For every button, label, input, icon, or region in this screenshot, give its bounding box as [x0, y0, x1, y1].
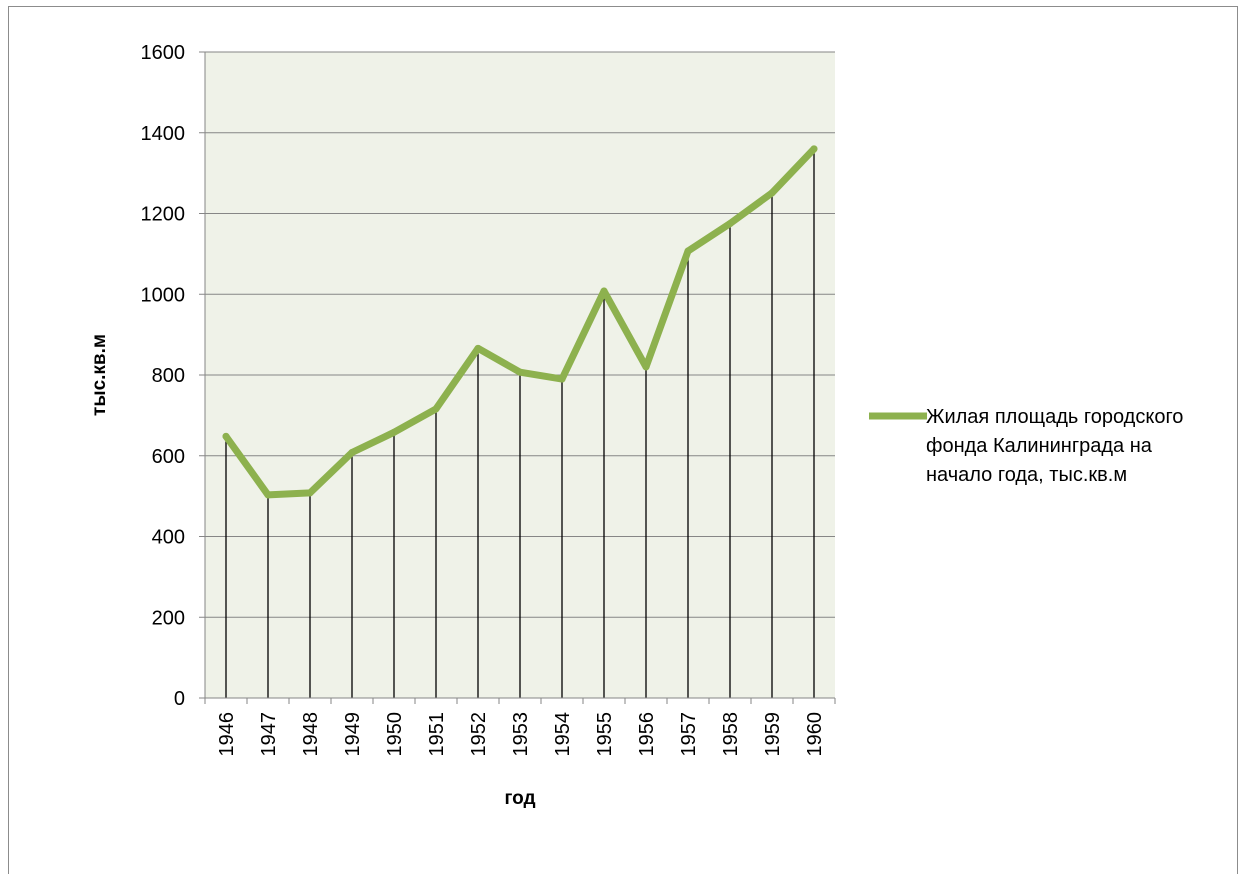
y-tick-label: 1000 [141, 284, 186, 306]
x-tick-label: 1958 [720, 712, 742, 757]
x-tick-label: 1952 [468, 712, 490, 757]
y-tick-label: 400 [152, 527, 185, 549]
data-point-1946 [222, 432, 230, 440]
data-point-1959 [768, 189, 776, 197]
data-point-1956 [642, 363, 650, 371]
x-tick-label: 1953 [510, 712, 532, 757]
x-tick-label: 1960 [804, 712, 826, 757]
x-tick-label: 1956 [636, 712, 658, 757]
y-tick-label: 1600 [141, 42, 186, 64]
x-axis-title: год [504, 788, 535, 809]
x-tick-label: 1951 [426, 712, 448, 757]
data-point-1952 [474, 344, 482, 352]
y-axis-title: тыс.кв.м [89, 334, 110, 416]
data-point-1947 [264, 491, 272, 499]
y-tick-label: 1200 [141, 204, 186, 226]
data-point-1960 [810, 145, 818, 153]
x-tick-label: 1957 [678, 712, 700, 757]
chart-frame: 0 200 400 600 800 1000 1200 1400 1600 1946 1947 19… [8, 6, 1238, 874]
y-axis-ticks: 0 200 400 600 800 1000 1200 1400 1600 [141, 42, 205, 710]
series-layer [222, 145, 818, 499]
x-tick-label: 1948 [300, 712, 322, 757]
x-tick-label: 1955 [594, 712, 616, 757]
x-tick-label: 1959 [762, 712, 784, 757]
x-tick-label: 1947 [258, 712, 280, 757]
y-tick-label: 1400 [141, 123, 186, 145]
drop-lines [225, 148, 815, 698]
x-tick-label: 1946 [216, 712, 238, 757]
legend-label-line-1: Жилая площадь городского [926, 406, 1183, 428]
x-tick-label: 1949 [342, 712, 364, 757]
legend: Жилая площадь городского фонда Калинингр… [869, 406, 1183, 486]
data-point-1957 [684, 247, 692, 255]
legend-label-line-2: фонда Калининграда на [926, 435, 1153, 457]
data-point-1948 [306, 489, 314, 497]
y-tick-label: 0 [174, 688, 185, 710]
legend-label-line-3: начало года, тыс.кв.м [926, 464, 1127, 486]
x-axis-ticks: 1946 1947 1948 1949 1950 1951 1952 1953 1954 1955… [204, 698, 836, 757]
data-point-1954 [558, 375, 566, 383]
x-tick-label: 1950 [384, 712, 406, 757]
y-tick-label: 200 [152, 607, 185, 629]
data-point-1953 [516, 368, 524, 376]
y-tick-label: 600 [152, 446, 185, 468]
data-point-1949 [348, 449, 356, 457]
data-point-1951 [432, 405, 440, 413]
data-point-1955 [600, 287, 608, 295]
data-point-1950 [390, 428, 398, 436]
data-point-1958 [726, 220, 734, 228]
y-tick-label: 800 [152, 365, 185, 387]
x-tick-label: 1954 [552, 712, 574, 757]
